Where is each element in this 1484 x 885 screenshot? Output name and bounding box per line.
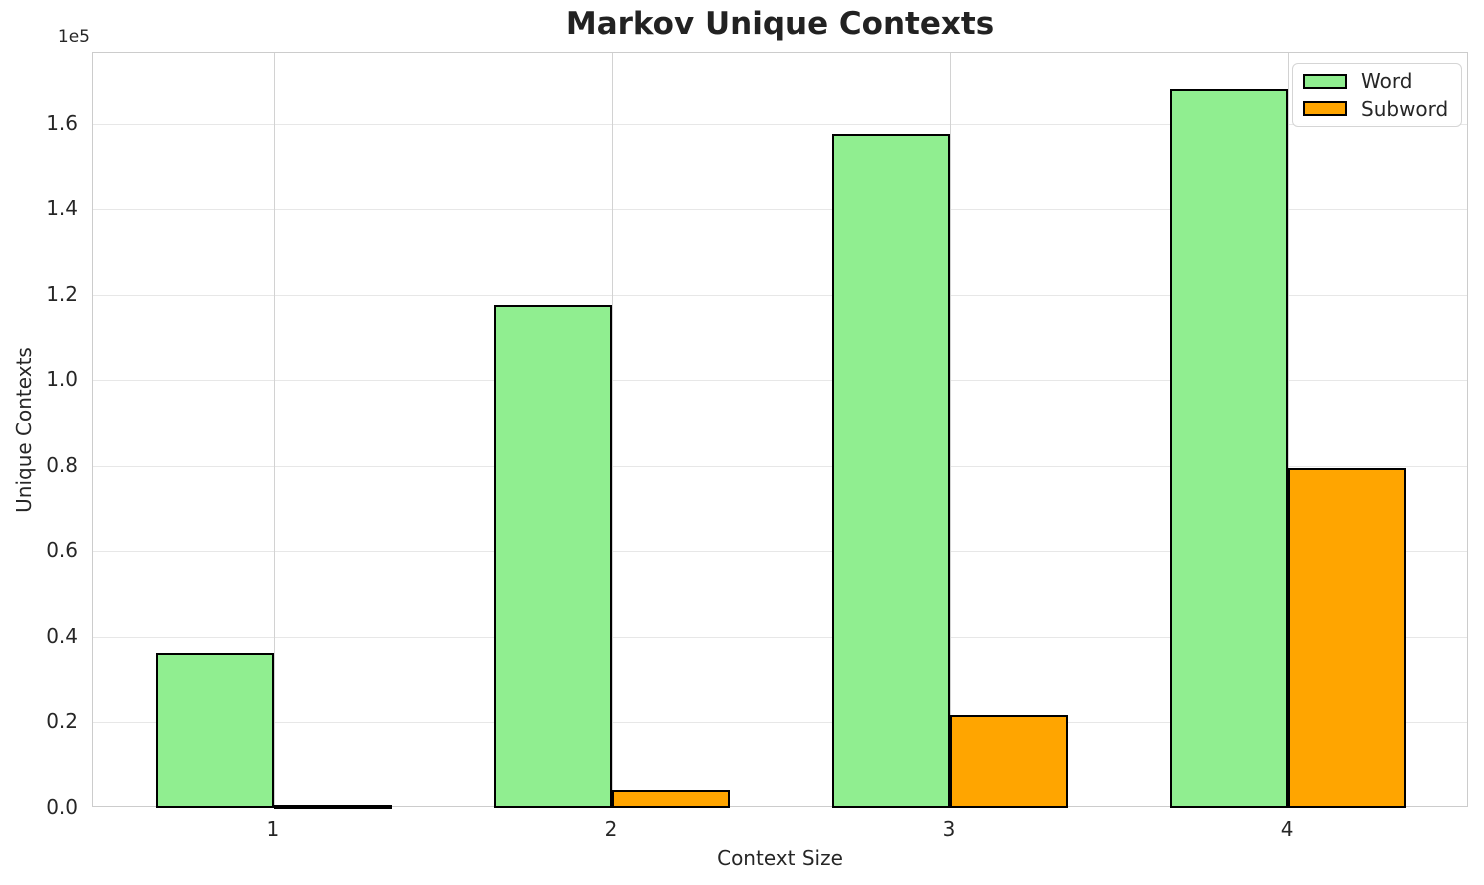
y-tick-label: 1.0 <box>46 367 78 392</box>
vertical-gridline <box>950 53 952 806</box>
y-tick-label: 1.6 <box>46 110 78 135</box>
bar-word-2 <box>493 304 612 808</box>
bar-subword-1 <box>273 804 393 809</box>
y-tick-label: 1.4 <box>46 196 78 221</box>
y-axis-offset-text: 1e5 <box>57 27 90 47</box>
x-tick-label: 4 <box>1280 817 1294 841</box>
y-tick-label: 0.4 <box>46 623 78 648</box>
horizontal-gridline <box>93 123 1467 125</box>
horizontal-gridline <box>93 465 1467 467</box>
y-tick-label: 1.2 <box>46 281 78 306</box>
horizontal-gridline <box>93 636 1467 638</box>
horizontal-gridline <box>93 209 1467 211</box>
bar-word-1 <box>155 652 274 808</box>
vertical-gridline <box>1288 53 1290 806</box>
legend: Word Subword <box>1292 63 1462 127</box>
horizontal-gridline <box>93 380 1467 382</box>
word-swatch-icon <box>1303 73 1347 89</box>
y-tick-label: 0.2 <box>46 709 78 734</box>
legend-label-subword: Subword <box>1361 96 1449 121</box>
vertical-gridline <box>273 53 275 806</box>
bar-subword-4 <box>1288 468 1407 808</box>
horizontal-gridline <box>93 294 1467 296</box>
legend-item-subword: Subword <box>1303 97 1451 121</box>
x-axis-label: Context Size <box>717 846 843 870</box>
chart-title: Markov Unique Contexts <box>565 6 995 42</box>
legend-item-word: Word <box>1303 69 1451 93</box>
horizontal-gridline <box>93 722 1467 724</box>
x-tick-label: 2 <box>604 817 618 841</box>
subword-swatch-icon <box>1303 101 1347 117</box>
bar-word-3 <box>831 133 951 808</box>
y-tick-label: 0.0 <box>46 795 78 819</box>
x-tick-label: 1 <box>266 817 280 841</box>
plot-area <box>92 52 1468 809</box>
bar-subword-3 <box>950 714 1069 808</box>
legend-label-word: Word <box>1361 69 1413 94</box>
y-tick-label: 0.8 <box>46 452 78 477</box>
x-tick-label: 3 <box>942 817 956 841</box>
horizontal-gridline <box>93 551 1467 553</box>
bar-subword-2 <box>611 790 731 808</box>
vertical-gridline <box>611 53 613 806</box>
bar-word-4 <box>1169 88 1289 808</box>
y-tick-label: 0.6 <box>46 538 78 563</box>
